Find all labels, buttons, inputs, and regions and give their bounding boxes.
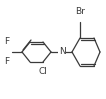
Text: Br: Br	[75, 8, 85, 17]
Text: F: F	[4, 38, 10, 47]
Text: F: F	[4, 58, 10, 67]
Text: Cl: Cl	[39, 68, 47, 77]
Text: N: N	[59, 48, 65, 57]
